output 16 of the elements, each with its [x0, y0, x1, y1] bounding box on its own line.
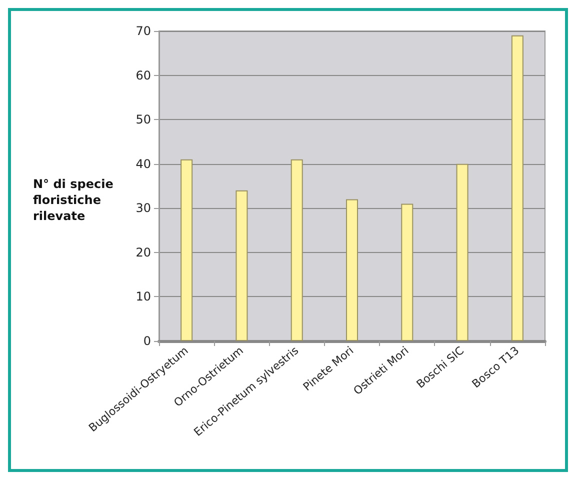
y-tick-label: 30	[136, 201, 151, 216]
bar	[346, 199, 358, 341]
y-tick-label: 10	[136, 290, 151, 304]
y-tick-label: 20	[136, 245, 151, 260]
y-axis-title: N° di specie floristiche rilevate	[33, 177, 114, 223]
bar	[236, 190, 248, 341]
bar	[290, 159, 303, 341]
bar	[180, 159, 193, 341]
bar	[511, 35, 524, 341]
y-tick-label: 0	[143, 334, 151, 348]
y-tick-label: 50	[136, 112, 151, 127]
y-tick-label: 40	[136, 156, 151, 171]
bar	[456, 164, 468, 341]
bar	[401, 204, 414, 341]
y-tick-label: 60	[136, 68, 151, 82]
y-tick-label: 70	[136, 24, 151, 38]
